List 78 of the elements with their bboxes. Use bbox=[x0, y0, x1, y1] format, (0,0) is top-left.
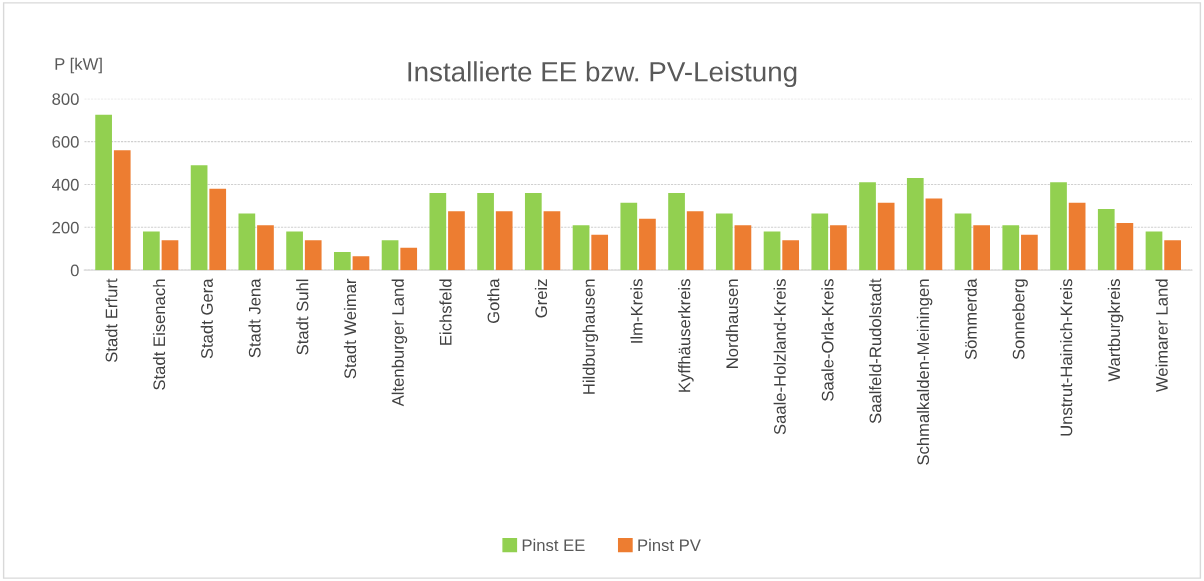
bar bbox=[591, 234, 609, 271]
bar bbox=[113, 150, 131, 271]
bar bbox=[668, 193, 685, 271]
x-tick-label: Greiz bbox=[534, 279, 548, 318]
bar bbox=[286, 231, 303, 271]
x-tick-label: Stadt Weimar bbox=[343, 278, 357, 379]
bar bbox=[95, 114, 112, 271]
x-tick-label: Stadt Erfurt bbox=[105, 278, 118, 363]
bar bbox=[859, 182, 876, 271]
bar bbox=[1068, 202, 1086, 271]
x-tick-label: Wartburgkreis bbox=[1107, 279, 1124, 382]
y-tick-label: 0 bbox=[70, 264, 79, 277]
x-tick-label: Saale-Orla-Kreis bbox=[821, 279, 834, 401]
bar bbox=[1097, 209, 1115, 271]
bar bbox=[143, 231, 160, 271]
x-tick-label: Kyffhäuserkreis bbox=[678, 279, 694, 392]
bar bbox=[1145, 231, 1163, 271]
bar bbox=[400, 247, 418, 271]
bar bbox=[257, 225, 274, 271]
bar bbox=[782, 240, 800, 271]
x-tick-label: Schmalkalden-Meiningen bbox=[916, 279, 933, 465]
y-tick-label: 800 bbox=[52, 93, 79, 105]
bar bbox=[1164, 240, 1181, 271]
bar bbox=[1050, 182, 1067, 271]
bar bbox=[238, 213, 256, 271]
bar bbox=[763, 231, 781, 271]
bar bbox=[333, 251, 351, 271]
x-tick-label: Nordhausen bbox=[725, 279, 739, 368]
x-tick-label: Stadt Gera bbox=[200, 278, 213, 359]
legend-label: Pinst EE bbox=[522, 538, 585, 552]
x-tick-label: Unstrut-Hainich-Kreis bbox=[1060, 279, 1073, 436]
bar bbox=[686, 211, 704, 271]
bar bbox=[209, 188, 227, 271]
y-axis-title: P [kW] bbox=[55, 57, 102, 74]
bar bbox=[715, 213, 733, 271]
y-tick-label: 600 bbox=[52, 136, 79, 148]
bar bbox=[620, 202, 638, 271]
legend-label: Pinst PV bbox=[638, 538, 701, 552]
x-tick-label: Stadt Eisenach bbox=[152, 279, 166, 390]
bar bbox=[925, 198, 943, 271]
x-tick-label: Gotha bbox=[487, 278, 500, 324]
x-tick-label: Stadt Jena bbox=[248, 278, 261, 358]
bar bbox=[877, 202, 895, 271]
bar bbox=[811, 213, 829, 271]
x-tick-label: Weimarer Land bbox=[1155, 279, 1168, 393]
bar bbox=[304, 240, 322, 271]
bar bbox=[381, 240, 399, 271]
bar bbox=[448, 211, 465, 271]
x-tick-label: Saalfeld-Rudolstadt bbox=[869, 278, 882, 424]
chart-title: Installierte EE bzw. PV-Leistung bbox=[408, 61, 797, 88]
x-tick-label: Sonneberg bbox=[1012, 279, 1028, 360]
bar bbox=[639, 218, 656, 271]
x-tick-label: Eichsfeld bbox=[439, 279, 452, 345]
bar bbox=[572, 225, 590, 271]
x-tick-label: Saale-Holzland-Kreis bbox=[773, 279, 786, 435]
bar bbox=[352, 256, 370, 271]
y-tick-label: 200 bbox=[52, 221, 79, 234]
bar bbox=[1002, 225, 1020, 271]
bar bbox=[477, 193, 494, 271]
x-tick-label: Hildburghausen bbox=[582, 279, 599, 394]
x-tick-label: Altenburger Land bbox=[391, 279, 408, 407]
bar bbox=[495, 211, 513, 271]
bar bbox=[161, 240, 179, 271]
bar bbox=[190, 165, 208, 271]
bar bbox=[429, 193, 447, 271]
x-tick-label: Stadt Suhl bbox=[296, 279, 309, 355]
bar bbox=[973, 225, 990, 271]
bar bbox=[1116, 223, 1134, 271]
bar bbox=[1021, 234, 1038, 271]
bar bbox=[830, 225, 847, 271]
y-tick-label: 400 bbox=[52, 178, 79, 191]
x-tick-label: Sömmerda bbox=[964, 278, 977, 360]
bar bbox=[524, 193, 542, 271]
x-tick-label: Ilm-Kreis bbox=[630, 279, 643, 343]
bar bbox=[543, 211, 561, 271]
bar bbox=[906, 178, 924, 271]
bar bbox=[954, 213, 972, 271]
bar bbox=[734, 225, 752, 271]
